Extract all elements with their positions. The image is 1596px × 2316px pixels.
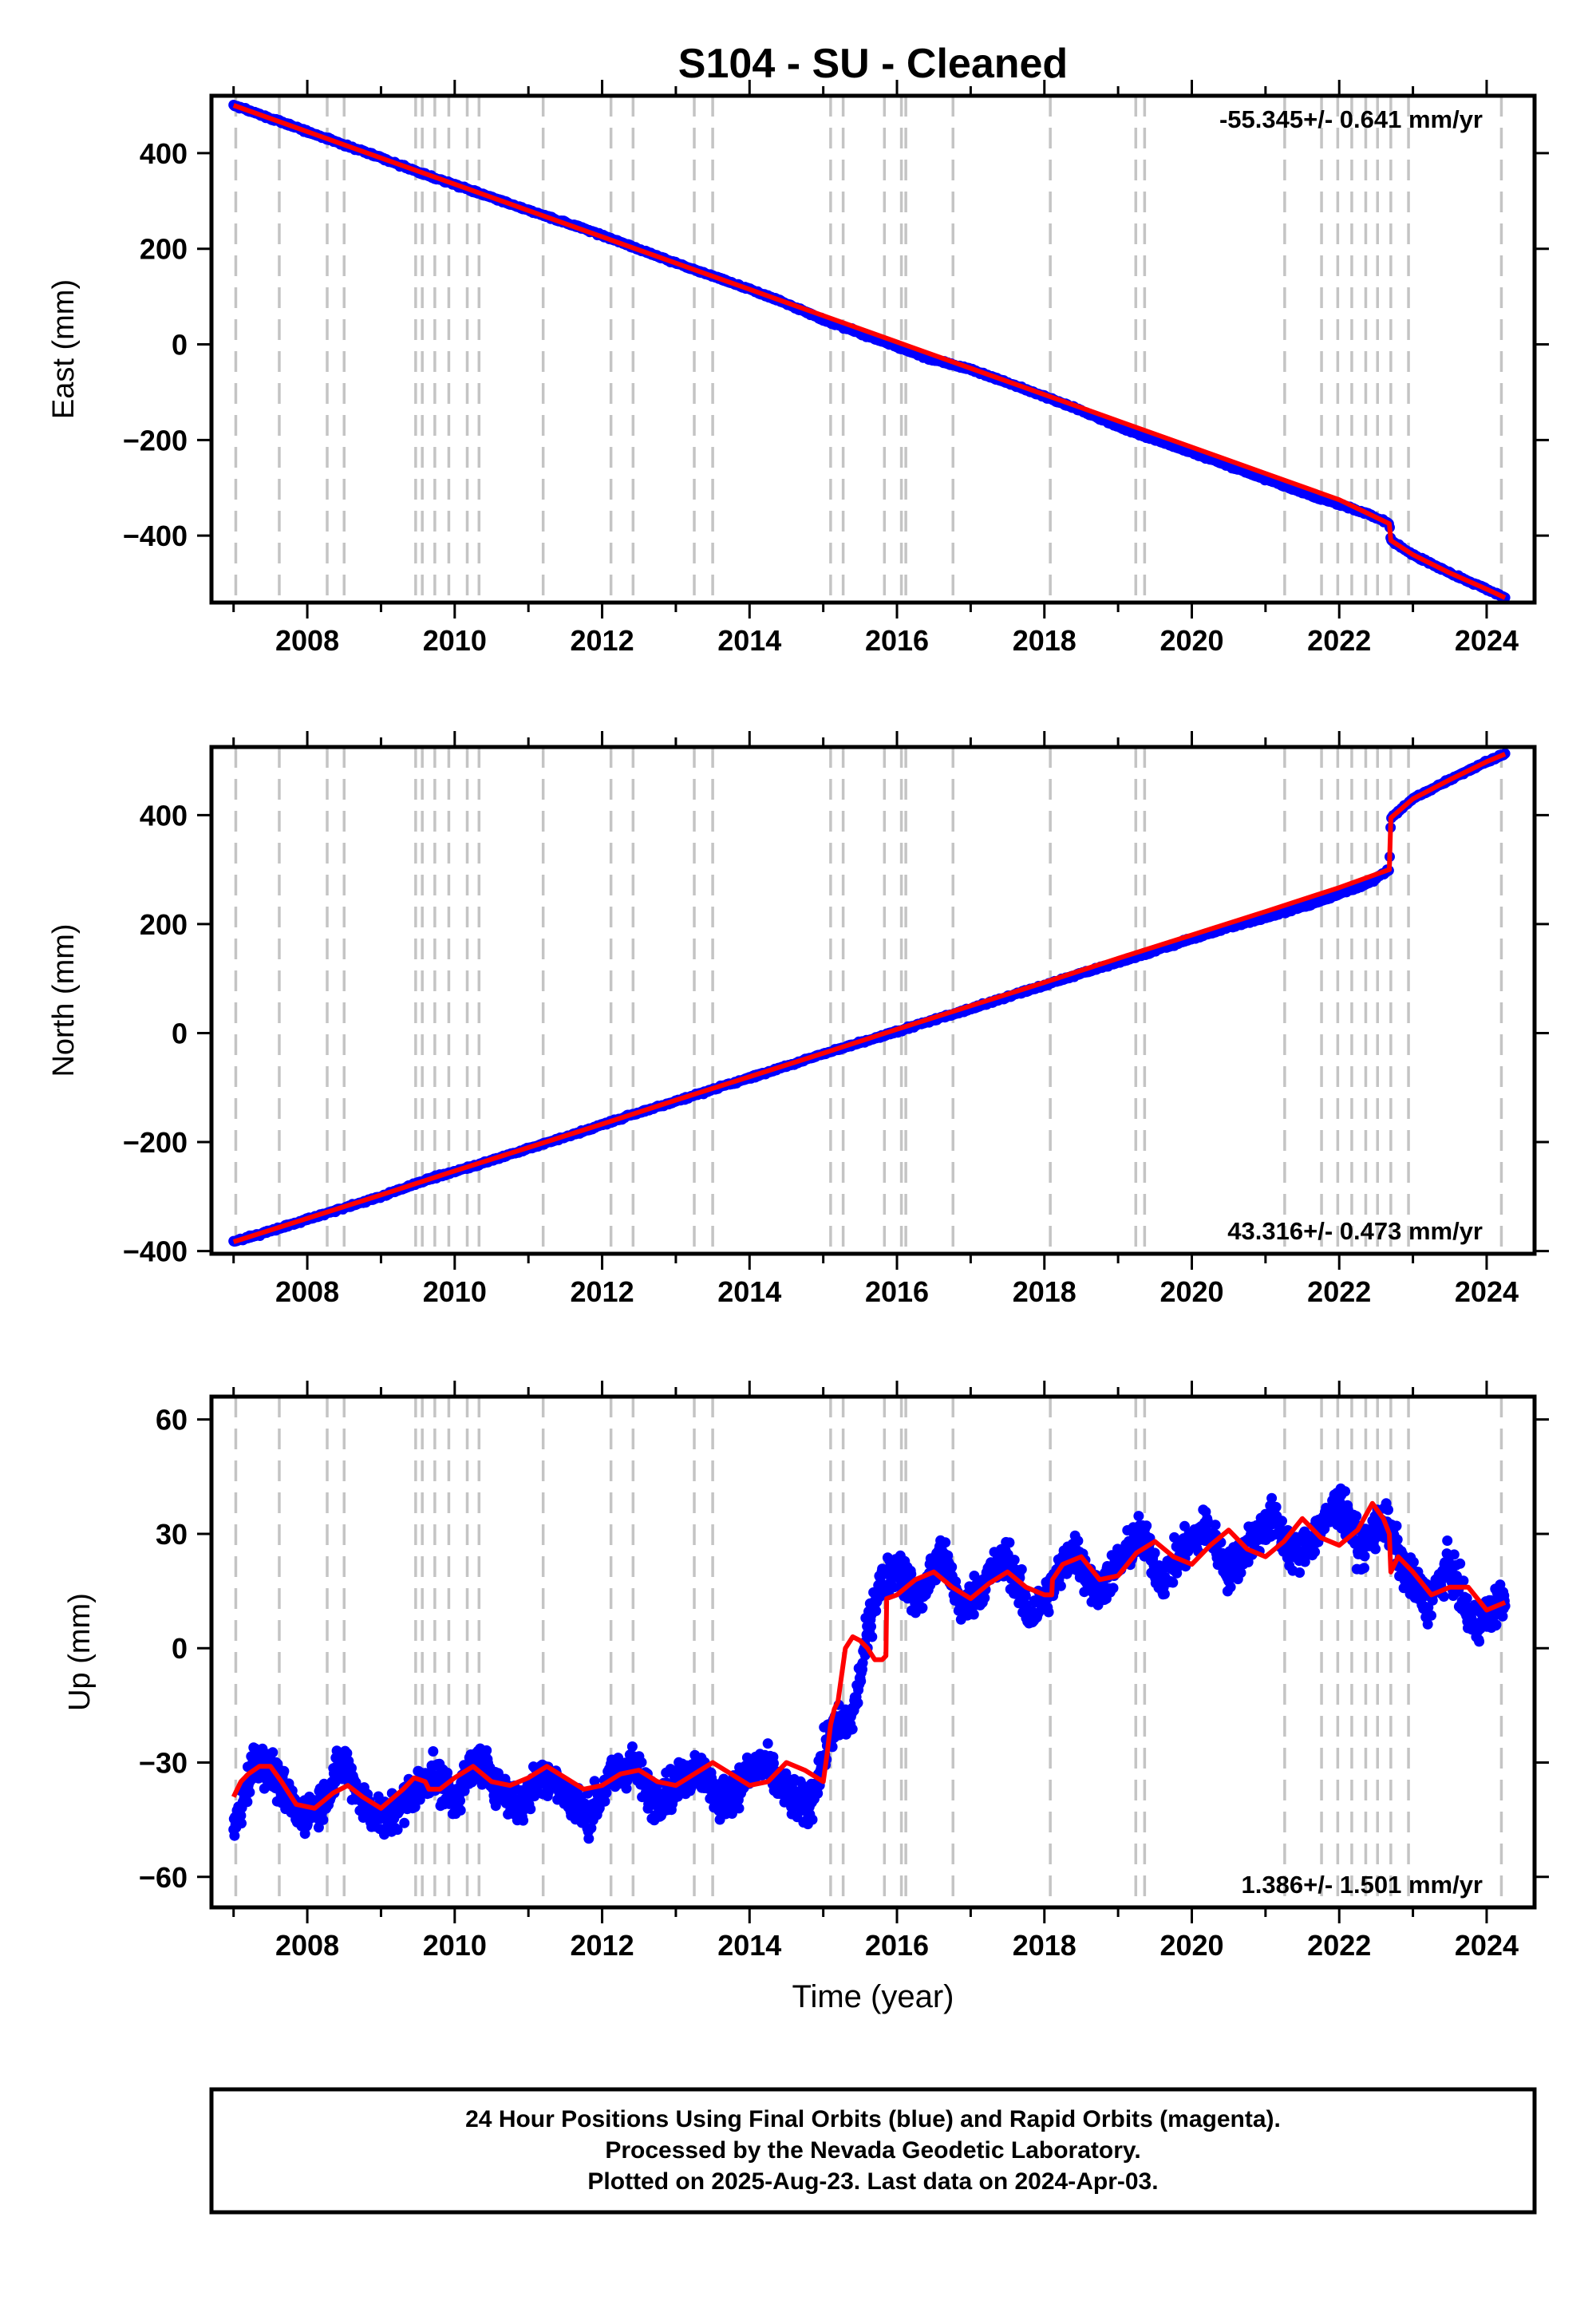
y-tick-label: 0 xyxy=(172,329,188,362)
y-axis-label: East (mm) xyxy=(47,279,81,419)
model-fit-line xyxy=(232,103,1507,600)
plot-area xyxy=(228,748,1511,1247)
data-point xyxy=(968,1609,979,1620)
data-point xyxy=(1043,1607,1054,1618)
data-point xyxy=(518,1815,529,1826)
x-tick-label: 2024 xyxy=(1455,624,1519,657)
x-tick-label: 2024 xyxy=(1455,1275,1519,1308)
data-point xyxy=(455,1795,466,1806)
x-tick-label: 2012 xyxy=(571,1275,634,1308)
y-tick-label: −200 xyxy=(123,424,188,456)
x-tick-label: 2012 xyxy=(571,624,634,657)
data-point xyxy=(1055,1580,1066,1591)
north-panel: −400 −200 0 200 400 2008 2010 2012 2014 2016 2018 2… xyxy=(47,731,1549,1308)
data-point xyxy=(599,1796,610,1807)
data-point xyxy=(946,1562,958,1572)
plot-area xyxy=(228,100,1511,603)
plot-area xyxy=(228,1483,1511,1844)
data-point xyxy=(235,1810,247,1821)
data-point xyxy=(525,1804,536,1815)
y-tick-label: 0 xyxy=(172,1017,188,1049)
x-tick-label: 2014 xyxy=(717,1275,781,1308)
data-point xyxy=(733,1803,745,1814)
data-point xyxy=(867,1631,878,1642)
x-tick-label: 2008 xyxy=(275,1275,339,1308)
data-point xyxy=(871,1606,882,1616)
y-axis-label: North (mm) xyxy=(47,923,81,1077)
data-point xyxy=(242,1796,253,1808)
east-panel: −400 −200 0 200 400 2008 2010 2012 2014 2016 2018 2… xyxy=(47,80,1549,657)
y-tick-label: 200 xyxy=(140,233,188,266)
x-tick-label: 2018 xyxy=(1013,624,1077,657)
data-point xyxy=(1073,1535,1084,1547)
equipment-change-lines xyxy=(234,1397,1503,1907)
y-tick-label: −400 xyxy=(123,520,188,552)
data-point xyxy=(318,1814,329,1825)
data-point xyxy=(979,1592,990,1603)
data-point xyxy=(244,1787,255,1798)
blue-points xyxy=(228,748,1511,1247)
data-point xyxy=(313,1822,324,1833)
x-tick-label: 2016 xyxy=(865,1275,929,1308)
data-point xyxy=(866,1621,876,1632)
blue-points xyxy=(228,100,1511,603)
data-point xyxy=(1009,1555,1020,1566)
data-point xyxy=(1020,1591,1031,1602)
velocity-annotation: -55.345+/- 0.641 mm/yr xyxy=(1219,105,1483,133)
model-fit-line xyxy=(232,752,1507,1244)
data-point xyxy=(626,1741,638,1752)
x-tick-label: 2018 xyxy=(1013,1275,1077,1308)
data-point xyxy=(1004,1537,1015,1548)
x-tick-label: 2010 xyxy=(423,1275,487,1308)
velocity-annotation: 43.316+/- 0.473 mm/yr xyxy=(1227,1217,1483,1245)
equipment-change-lines xyxy=(234,747,1503,1254)
equipment-change-lines xyxy=(234,96,1503,603)
data-point xyxy=(762,1738,773,1749)
data-point xyxy=(392,1824,403,1836)
data-point xyxy=(855,1676,867,1686)
chart-title: S104 - SU - Cleaned xyxy=(678,41,1068,87)
data-point xyxy=(236,1818,247,1829)
data-point xyxy=(455,1804,466,1816)
data-point xyxy=(917,1603,928,1614)
data-point xyxy=(279,1765,290,1777)
data-point xyxy=(1016,1564,1027,1575)
data-point xyxy=(481,1745,492,1756)
data-point xyxy=(409,1801,421,1812)
data-point xyxy=(812,1788,824,1799)
data-point xyxy=(636,1757,647,1768)
y-tick-label: −400 xyxy=(123,1235,188,1268)
data-point xyxy=(906,1568,917,1579)
data-point xyxy=(583,1833,595,1844)
y-tick-label: 400 xyxy=(140,799,188,832)
y-tick-label: 200 xyxy=(140,908,188,941)
x-tick-label: 2010 xyxy=(423,624,487,657)
data-point xyxy=(940,1537,951,1548)
data-point xyxy=(807,1814,818,1825)
x-tick-label: 2020 xyxy=(1159,624,1223,657)
data-point xyxy=(852,1697,863,1709)
x-tick-label: 2008 xyxy=(275,624,339,657)
plot-frame xyxy=(209,745,1537,1256)
data-point xyxy=(229,1830,240,1841)
data-point xyxy=(267,1747,279,1758)
plot-frame xyxy=(209,93,1537,605)
x-tick-label: 2016 xyxy=(865,624,929,657)
x-tick-label: 2022 xyxy=(1307,624,1371,657)
data-point xyxy=(399,1817,410,1828)
x-tick-label: 2014 xyxy=(717,624,781,657)
x-tick-label: 2022 xyxy=(1307,1275,1371,1308)
data-point xyxy=(847,1724,858,1735)
x-tick-label: 2020 xyxy=(1159,1275,1223,1308)
y-tick-label: 400 xyxy=(140,137,188,170)
data-point xyxy=(586,1823,597,1834)
data-point xyxy=(428,1746,439,1757)
y-tick-label: −200 xyxy=(123,1126,188,1159)
data-point xyxy=(346,1763,357,1773)
